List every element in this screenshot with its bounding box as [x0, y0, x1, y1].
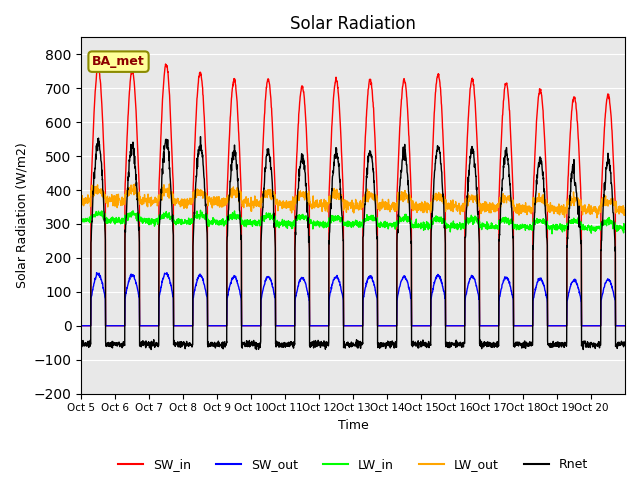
- SW_out: [132, 279, 140, 285]
- Line: Rnet: Rnet: [81, 137, 625, 349]
- Title: Solar Radiation: Solar Radiation: [290, 15, 416, 33]
- SW_in: [614, 323, 621, 329]
- LW_out: [517, 203, 525, 208]
- Rnet: [614, 343, 621, 348]
- Line: LW_out: LW_out: [81, 184, 625, 218]
- SW_out: [93, 270, 100, 276]
- LW_out: [77, 198, 85, 204]
- Rnet: [621, 342, 629, 348]
- LW_in: [196, 207, 204, 213]
- SW_in: [386, 323, 394, 329]
- Rnet: [196, 134, 204, 140]
- X-axis label: Time: Time: [338, 419, 369, 432]
- LW_out: [548, 208, 556, 214]
- LW_out: [614, 207, 621, 213]
- SW_out: [517, 323, 525, 329]
- SW_out: [250, 323, 257, 329]
- SW_in: [621, 323, 629, 329]
- LW_out: [621, 212, 629, 218]
- LW_in: [621, 226, 629, 232]
- Rnet: [250, 341, 257, 347]
- LW_in: [77, 217, 85, 223]
- Rnet: [548, 344, 556, 350]
- Y-axis label: Solar Radiation (W/m2): Solar Radiation (W/m2): [15, 143, 28, 288]
- Legend: SW_in, SW_out, LW_in, LW_out, Rnet: SW_in, SW_out, LW_in, LW_out, Rnet: [113, 453, 593, 476]
- SW_in: [250, 323, 257, 329]
- SW_out: [386, 323, 394, 329]
- Rnet: [147, 347, 155, 352]
- SW_in: [517, 323, 525, 329]
- LW_in: [614, 224, 621, 229]
- LW_out: [132, 188, 140, 193]
- Line: SW_out: SW_out: [81, 273, 625, 326]
- LW_out: [250, 200, 257, 206]
- LW_in: [386, 223, 394, 228]
- SW_in: [77, 323, 85, 329]
- SW_out: [621, 323, 629, 329]
- LW_out: [593, 215, 601, 221]
- LW_in: [517, 223, 525, 229]
- Rnet: [132, 168, 140, 174]
- LW_in: [250, 218, 257, 224]
- SW_in: [162, 61, 170, 67]
- Rnet: [387, 339, 394, 345]
- LW_out: [166, 181, 173, 187]
- SW_in: [548, 323, 556, 329]
- SW_out: [77, 323, 85, 329]
- SW_out: [548, 323, 556, 329]
- Rnet: [77, 341, 85, 347]
- SW_in: [132, 100, 140, 106]
- LW_in: [132, 211, 140, 217]
- LW_in: [548, 231, 556, 237]
- SW_out: [614, 323, 621, 329]
- Rnet: [517, 341, 525, 347]
- LW_out: [386, 205, 394, 211]
- Line: LW_in: LW_in: [81, 210, 625, 234]
- Line: SW_in: SW_in: [81, 64, 625, 326]
- LW_in: [548, 223, 556, 229]
- Text: BA_met: BA_met: [92, 55, 145, 68]
